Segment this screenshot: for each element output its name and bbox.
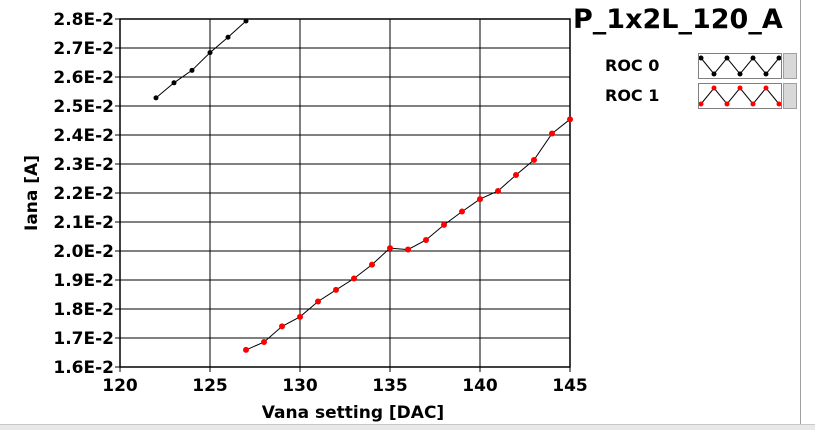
y-tick-label: 2.0E-2 [53,242,114,262]
data-point [495,187,501,194]
legend-sample-point [698,55,704,61]
data-point [423,236,429,243]
data-point [369,261,375,268]
legend-scrollbar[interactable] [783,53,797,79]
x-tick-label: 130 [282,376,318,396]
y-tick-label: 1.8E-2 [53,300,114,320]
data-point [207,50,213,56]
legend-swatch-roc-1 [698,83,782,109]
y-tick-label: 2.1E-2 [53,213,114,233]
data-point [513,172,519,179]
data-point [243,18,249,24]
legend-line-sample [698,55,782,77]
legend-sample-point [776,55,782,61]
data-point [459,208,465,215]
data-point [279,323,285,330]
data-point [477,196,483,203]
legend-line-sample [698,85,782,107]
legend-item-roc-0: ROC 0 [595,52,801,80]
x-tick-label: 135 [372,376,408,396]
legend-scrollbar[interactable] [783,83,797,109]
legend-sample-point [763,71,769,77]
y-tick-labels: 1.6E-2 1.7E-2 1.8E-2 1.9E-2 2.0E-2 2.1E-2 2.2E… [53,10,114,378]
legend-sample-point [737,85,743,91]
data-point [243,346,249,353]
axes [115,18,571,372]
legend-label-roc-1: ROC 1 [605,86,660,105]
grid-lines [120,19,570,367]
y-tick-label: 2.7E-2 [53,39,114,59]
data-points [153,18,573,353]
legend-sample-point [711,71,717,77]
data-point [153,95,159,101]
data-point [333,286,339,293]
y-tick-label: 1.9E-2 [53,271,114,291]
legend-sample-point [724,55,730,61]
legend-sample-point [776,101,782,107]
legend: ROC 0 ROC 1 [595,48,801,110]
legend-sample-point [750,55,756,61]
series-line [245,118,571,351]
legend-label-roc-0: ROC 0 [605,56,660,75]
x-tick-label: 120 [102,376,138,396]
y-tick-label: 2.8E-2 [53,10,114,30]
x-tick-label: 140 [462,376,498,396]
data-point [189,67,195,73]
legend-sample-point [763,85,769,91]
data-point [351,275,357,282]
y-axis-title: Iana [A] [22,155,42,231]
plot-title: P_1x2L_120_A [573,4,783,35]
y-tick-label: 2.4E-2 [53,126,114,146]
legend-sample-point [750,101,756,107]
data-point [567,116,573,123]
x-axis-title: Vana setting [DAC] [262,403,444,423]
y-tick-label: 1.6E-2 [53,358,114,378]
data-point [315,298,321,305]
y-tick-label: 2.5E-2 [53,97,114,117]
data-point [297,313,303,320]
y-tick-label: 1.7E-2 [53,329,114,349]
y-tick-label: 2.3E-2 [53,155,114,175]
legend-sample-point [698,101,704,107]
legend-sample-point [724,101,730,107]
data-point [531,156,537,163]
data-point [387,245,393,252]
data-point [549,130,555,137]
x-tick-label: 125 [192,376,228,396]
data-point [261,339,267,346]
data-point [225,34,231,40]
data-point [405,246,411,253]
window-bottom-edge [0,424,815,430]
plot-frame [119,18,571,368]
y-tick-label: 2.6E-2 [53,68,114,88]
series-line [155,20,247,99]
y-tick-label: 2.2E-2 [53,184,114,204]
window-right-edge [800,0,815,430]
legend-sample-point [711,85,717,91]
legend-swatch-roc-0 [698,53,782,79]
x-tick-label: 145 [552,376,588,396]
x-tick-labels: 120 125 130 135 140 145 [102,376,588,396]
legend-item-roc-1: ROC 1 [595,82,801,110]
series-lines [155,20,571,351]
data-point [441,221,447,228]
legend-sample-point [737,71,743,77]
data-point [171,80,177,86]
